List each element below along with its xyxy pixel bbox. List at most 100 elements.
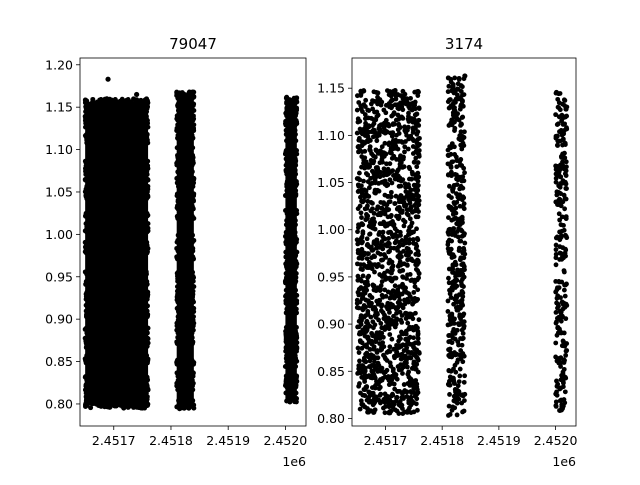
data-point	[362, 148, 368, 154]
data-point	[189, 386, 195, 392]
data-point	[384, 181, 390, 187]
data-point	[398, 356, 404, 362]
data-point	[381, 107, 387, 113]
data-point	[452, 98, 457, 104]
data-point	[391, 313, 396, 319]
data-point	[553, 354, 559, 360]
data-point	[416, 317, 422, 323]
data-point	[361, 306, 367, 311]
data-point	[383, 151, 389, 157]
data-point	[371, 410, 376, 415]
data-point	[397, 229, 403, 235]
data-point	[554, 142, 560, 148]
data-point	[389, 180, 395, 186]
data-point	[174, 239, 180, 245]
data-point	[458, 316, 463, 322]
data-point	[363, 171, 369, 176]
data-point	[557, 217, 563, 223]
data-point	[398, 343, 403, 349]
data-point	[454, 199, 460, 205]
x-tick-label: 2.4519	[206, 433, 250, 448]
data-point	[448, 317, 454, 323]
data-point	[387, 397, 393, 403]
data-point	[364, 236, 370, 242]
data-point	[556, 202, 562, 208]
data-point	[459, 262, 465, 267]
data-points	[82, 76, 300, 412]
data-point	[454, 400, 460, 406]
data-point	[461, 319, 467, 325]
data-point	[561, 268, 567, 274]
data-point	[446, 333, 452, 338]
data-point	[293, 287, 299, 293]
data-point	[455, 269, 460, 274]
data-point	[445, 322, 451, 328]
data-point	[391, 353, 397, 359]
data-point	[357, 118, 363, 124]
data-point	[564, 164, 569, 170]
data-point	[395, 173, 401, 179]
data-point	[553, 235, 559, 241]
data-point	[385, 323, 391, 329]
data-point	[372, 262, 378, 268]
data-point	[415, 193, 420, 198]
data-point	[113, 98, 119, 104]
data-point	[458, 129, 464, 135]
data-point	[360, 273, 366, 279]
data-point	[370, 200, 375, 206]
data-point	[456, 321, 461, 327]
data-point	[453, 154, 459, 160]
data-point	[283, 207, 289, 213]
data-point	[382, 192, 388, 198]
data-point	[455, 339, 461, 345]
data-point	[402, 240, 408, 246]
data-point	[462, 129, 467, 135]
data-point	[84, 243, 90, 249]
data-point	[359, 215, 364, 220]
data-point	[84, 98, 90, 104]
data-point	[354, 107, 360, 113]
data-point	[447, 313, 453, 319]
data-point	[402, 144, 408, 150]
data-point	[411, 361, 417, 367]
y-tick-label: 1.00	[317, 222, 345, 237]
data-point	[446, 280, 452, 286]
data-point	[557, 328, 563, 334]
data-point	[452, 75, 458, 81]
data-point	[294, 292, 300, 298]
data-point	[380, 173, 386, 178]
data-point	[378, 122, 384, 128]
data-point	[415, 287, 421, 293]
data-point	[375, 150, 381, 156]
data-point	[457, 373, 463, 379]
series-cluster-1	[354, 88, 422, 417]
data-point	[359, 164, 364, 170]
data-point	[377, 97, 383, 102]
data-point	[131, 96, 137, 102]
data-point	[367, 323, 373, 329]
data-point	[553, 242, 559, 248]
y-axis: 0.80 0.85 0.90 0.95 1.00 1.05 1.10 1.15 1.20	[45, 57, 80, 411]
data-point	[404, 341, 410, 347]
data-point	[459, 297, 465, 303]
data-point	[363, 188, 369, 194]
data-point	[360, 239, 365, 245]
data-point	[451, 301, 457, 307]
data-point	[174, 294, 180, 300]
data-point	[416, 341, 421, 346]
data-point	[367, 358, 373, 364]
data-point	[83, 374, 89, 380]
data-point	[356, 222, 361, 228]
data-point	[562, 293, 568, 299]
data-point	[452, 172, 458, 177]
data-point	[292, 254, 298, 260]
data-point	[454, 164, 460, 170]
data-point	[405, 263, 410, 268]
data-point	[364, 256, 370, 261]
data-point	[564, 341, 570, 346]
y-tick-label: 1.15	[317, 81, 345, 96]
data-point	[416, 275, 421, 281]
data-point	[363, 217, 369, 223]
data-point	[396, 204, 402, 210]
data-point	[83, 358, 89, 364]
